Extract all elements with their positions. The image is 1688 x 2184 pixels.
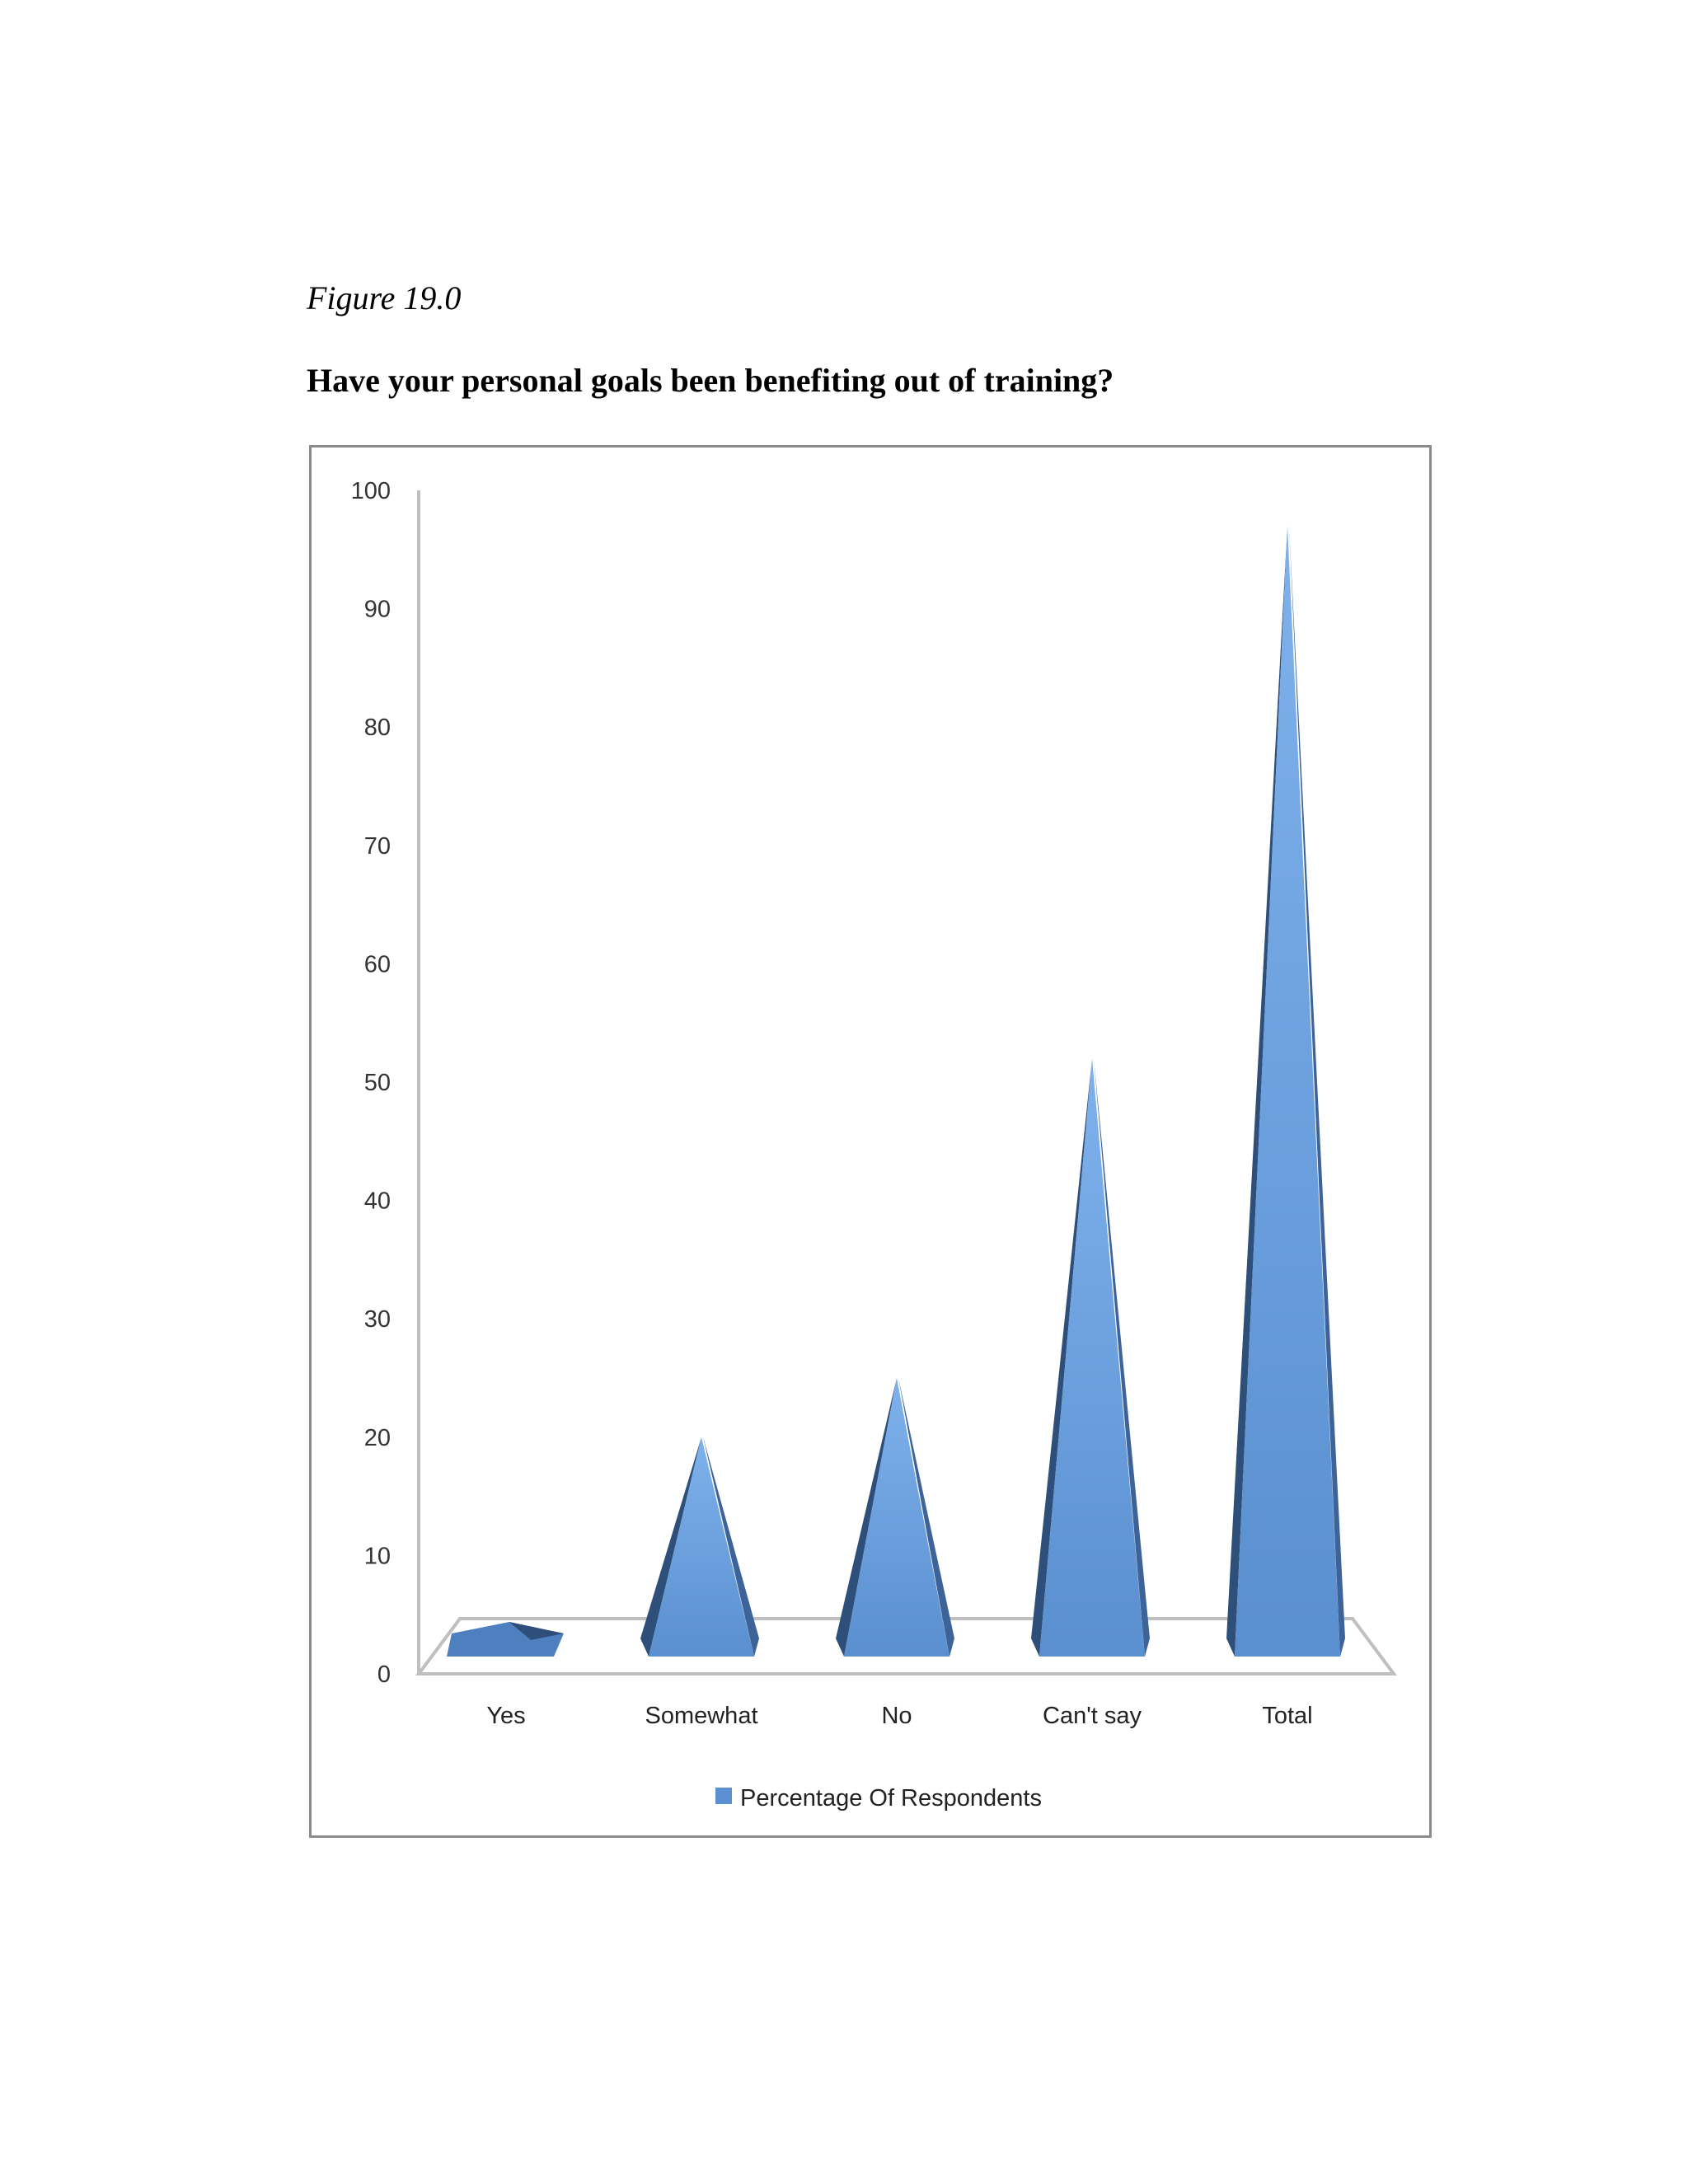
cone-edge xyxy=(1094,1058,1150,1657)
y-tick-label: 70 xyxy=(364,833,391,860)
y-tick-label: 40 xyxy=(364,1188,391,1215)
cone-shadow xyxy=(1226,526,1287,1657)
y-axis: 0 10 20 30 40 50 60 70 80 90 100 xyxy=(351,478,420,1688)
cone-total xyxy=(1226,526,1345,1657)
cone-body xyxy=(1039,1058,1145,1657)
cone-yes xyxy=(447,1622,564,1657)
cone-body xyxy=(844,1378,950,1657)
y-tick-label: 0 xyxy=(377,1661,391,1688)
y-tick-label: 80 xyxy=(364,715,391,741)
cone-edge xyxy=(1289,526,1345,1657)
y-tick-label: 10 xyxy=(364,1543,391,1569)
cone-shadow xyxy=(1031,1058,1092,1657)
y-tick-label: 20 xyxy=(364,1425,391,1451)
cone-somewhat xyxy=(640,1436,759,1657)
floor-plane xyxy=(415,1617,1397,1675)
figure-label: Figure 19.0 xyxy=(307,279,462,316)
cone-no xyxy=(836,1378,954,1657)
y-tick-label: 30 xyxy=(364,1306,391,1333)
legend-label: Percentage Of Respondents xyxy=(740,1785,1042,1811)
cone-edge xyxy=(898,1378,954,1657)
cone-chart: 0 10 20 30 40 50 60 70 80 90 100 Yes Somewhat No Can'… xyxy=(351,478,1397,1811)
cone-body xyxy=(649,1436,754,1657)
cone-shadow xyxy=(509,1622,564,1640)
y-tick-label: 100 xyxy=(351,478,391,504)
x-tick-label: Somewhat xyxy=(645,1703,757,1729)
chart-question: Have your personal goals been benefiting… xyxy=(307,362,1114,399)
cone-body xyxy=(1235,526,1340,1657)
y-tick-label: 60 xyxy=(364,951,391,977)
legend: Percentage Of Respondents xyxy=(715,1785,1042,1811)
cone-shadow xyxy=(836,1378,897,1657)
cone-series xyxy=(447,526,1345,1657)
x-tick-label: Yes xyxy=(486,1703,525,1729)
cone-shadow xyxy=(640,1436,701,1657)
y-tick-label: 50 xyxy=(364,1070,391,1096)
cone-can-t-say xyxy=(1031,1058,1150,1657)
legend-swatch xyxy=(715,1788,732,1804)
cone-edge xyxy=(703,1436,759,1657)
chart-floor xyxy=(415,1617,1397,1675)
x-tick-label: Total xyxy=(1262,1703,1312,1729)
x-tick-label: No xyxy=(881,1703,912,1729)
y-tick-label: 90 xyxy=(364,597,391,623)
cone-body xyxy=(447,1622,564,1657)
x-axis: Yes Somewhat No Can't say Total xyxy=(486,1703,1312,1729)
x-tick-label: Can't say xyxy=(1043,1703,1142,1729)
chart-frame: 0 10 20 30 40 50 60 70 80 90 100 Yes Somewhat No Can'… xyxy=(309,445,1432,1838)
